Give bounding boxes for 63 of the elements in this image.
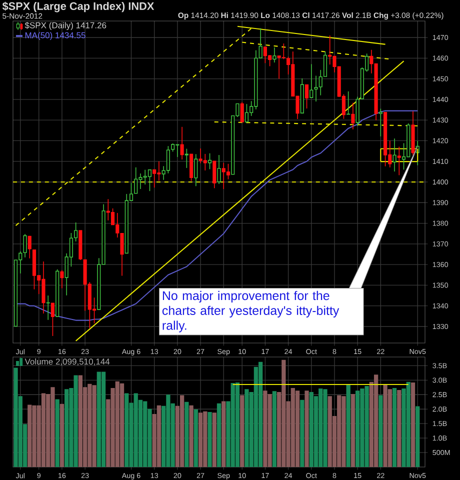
candlestick	[50, 302, 55, 336]
legend-label: $SPX (Daily) 1417.26	[24, 22, 106, 30]
bar	[304, 390, 309, 467]
candlestick	[217, 154, 221, 184]
bar	[378, 395, 383, 467]
bar	[101, 372, 106, 467]
candlestick	[194, 154, 198, 187]
bar	[180, 395, 184, 467]
bar	[272, 391, 276, 467]
bar	[194, 409, 198, 467]
bar	[346, 384, 350, 467]
bar	[189, 405, 194, 467]
bar	[416, 406, 420, 467]
bar	[222, 401, 226, 467]
candlestick	[314, 75, 318, 102]
candlestick	[310, 64, 314, 98]
bar	[350, 394, 356, 467]
bar	[374, 374, 378, 467]
bar	[300, 400, 304, 467]
candlestick	[392, 138, 396, 172]
bar	[410, 382, 416, 467]
candlestick	[272, 47, 276, 63]
legend-label: Volume 2,099,510,144	[24, 358, 110, 366]
bar	[198, 412, 203, 467]
legend-label: MA(50) 1434.55	[25, 32, 86, 40]
bar	[60, 404, 64, 467]
bar	[235, 382, 240, 467]
candlestick	[244, 104, 249, 122]
bar	[295, 390, 300, 467]
bar	[397, 390, 402, 467]
chart-title: $SPX (Large Cap Index) INDX	[2, 2, 154, 12]
candlestick	[226, 163, 230, 180]
bar	[156, 405, 162, 467]
candlestick	[28, 235, 32, 259]
candlestick	[180, 126, 184, 160]
bar	[392, 388, 397, 467]
candlestick	[184, 148, 188, 168]
candlestick	[152, 169, 156, 188]
candlestick	[356, 96, 360, 126]
candlestick	[208, 152, 212, 170]
bar	[55, 399, 60, 467]
bar	[216, 403, 222, 467]
candlestick	[397, 146, 401, 176]
candlestick	[378, 108, 382, 137]
bar	[240, 395, 244, 467]
bar	[184, 402, 189, 467]
candlestick	[346, 90, 350, 115]
candlestick	[351, 102, 355, 130]
candlestick	[240, 102, 244, 123]
bar	[41, 393, 46, 467]
bar	[78, 375, 83, 467]
candlestick	[190, 154, 194, 182]
candlestick	[304, 84, 309, 109]
bar	[208, 412, 212, 467]
bar	[120, 383, 124, 467]
candlestick	[148, 169, 152, 192]
bar	[212, 412, 216, 467]
annotation: No major improvement for the charts after yesterday's itty-bitty rally.	[162, 290, 340, 332]
candlestick	[60, 270, 64, 289]
candlestick	[282, 43, 286, 60]
candlestick	[46, 295, 50, 320]
candlestick	[23, 234, 27, 258]
candlestick	[212, 160, 216, 189]
